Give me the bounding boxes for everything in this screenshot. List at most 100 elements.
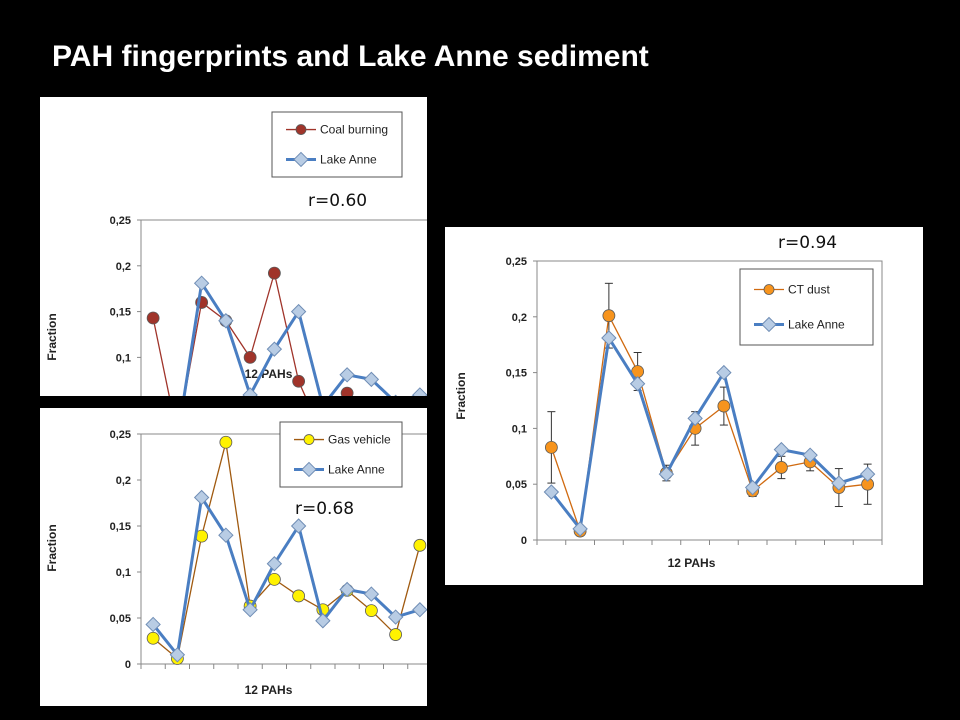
legend-label-lake-anne: Lake Anne <box>320 152 377 166</box>
data-point-lake-anne <box>266 556 283 572</box>
legend-label-coal-burning: Coal burning <box>320 123 388 137</box>
legend-marker-lake-anne <box>761 316 777 333</box>
data-point-gas-vehicle <box>364 604 378 618</box>
data-point-coal-burning <box>243 350 257 364</box>
y-tick-label: 0,2 <box>116 261 131 273</box>
data-point-coal-burning <box>267 266 281 280</box>
gas-vehicle-chart: 0 0,05 0,1 0,15 0,2 0,25 12 PAHs Fraction Gas ve… <box>45 421 427 697</box>
data-point-coal-burning <box>292 374 306 388</box>
y-tick-label: 0,2 <box>512 312 527 324</box>
legend-label-gas-vehicle: Gas vehicle <box>328 433 391 447</box>
data-point-lake-anne <box>831 475 847 491</box>
data-point-lake-anne <box>629 376 646 392</box>
data-point-lake-anne <box>339 367 355 383</box>
slide-title: PAH fingerprints and Lake Anne sediment <box>52 40 649 73</box>
data-point-lake-anne <box>315 613 331 629</box>
x-axis-label: 12 PAHs <box>245 683 293 697</box>
data-point-lake-anne <box>363 586 380 602</box>
y-tick-label: 0,15 <box>506 368 527 380</box>
series-line-lake-anne <box>182 281 421 396</box>
series-line-lake-anne <box>550 336 869 531</box>
data-point-ct-dust <box>717 399 731 413</box>
data-point-lake-anne <box>387 609 404 625</box>
legend-label-lake-anne: Lake Anne <box>328 462 385 476</box>
data-point-gas-vehicle <box>219 435 233 449</box>
data-point-gas-vehicle <box>267 572 281 586</box>
data-point-lake-anne <box>802 447 818 463</box>
y-tick-label: 0 <box>521 535 527 547</box>
data-point-lake-anne <box>290 518 307 534</box>
data-point-lake-anne <box>193 275 210 291</box>
correlation-annotation: r=0.68 <box>295 499 354 519</box>
data-point-gas-vehicle <box>389 628 403 641</box>
y-tick-label: 0,15 <box>110 521 131 533</box>
data-point-lake-anne <box>601 330 617 346</box>
data-point-lake-anne <box>716 364 732 381</box>
data-point-ct-dust <box>774 461 788 474</box>
correlation-annotation: r=0.60 <box>308 191 367 211</box>
correlation-annotation: r=0.94 <box>778 233 837 253</box>
y-axis-label: Fraction <box>45 313 59 360</box>
y-tick-label: 0,2 <box>116 475 131 487</box>
data-point-coal-burning <box>146 311 160 325</box>
data-point-lake-anne <box>859 466 876 482</box>
x-axis-label: 12 PAHs <box>245 367 293 381</box>
data-point-gas-vehicle <box>146 631 160 645</box>
data-point-lake-anne <box>543 484 560 500</box>
legend-marker-gas-vehicle <box>303 434 315 445</box>
series-line-ct-dust <box>550 315 868 532</box>
series-line-lake-anne <box>151 495 421 657</box>
y-tick-label: 0,25 <box>110 215 131 227</box>
data-point-lake-anne <box>412 387 427 396</box>
y-axis-label: Fraction <box>454 372 468 419</box>
series-line-coal-burning <box>152 272 351 396</box>
y-tick-label: 0,05 <box>110 613 131 625</box>
data-point-lake-anne <box>687 410 703 427</box>
data-point-lake-anne <box>169 647 186 663</box>
y-tick-label: 0,1 <box>512 423 527 435</box>
data-point-lake-anne <box>394 394 398 396</box>
y-tick-label: 0,05 <box>506 479 527 491</box>
data-point-lake-anne <box>290 303 307 320</box>
plot-area <box>140 219 427 396</box>
y-axis-label: Fraction <box>45 524 59 571</box>
legend: CT dust Lake Anne <box>739 268 874 346</box>
ct-dust-chart-panel: 0 0,05 0,1 0,15 0,2 0,25 12 PAHs Fraction CT dus… <box>445 227 923 585</box>
data-point-gas-vehicle <box>413 538 427 552</box>
data-point-lake-anne <box>242 602 258 618</box>
data-point-lake-anne <box>744 479 761 496</box>
legend: Gas vehicle Lake Anne <box>279 421 403 488</box>
y-tick-label: 0,15 <box>110 307 131 319</box>
data-point-lake-anne <box>266 341 283 357</box>
data-point-lake-anne <box>218 313 234 329</box>
ct-dust-chart: 0 0,05 0,1 0,15 0,2 0,25 12 PAHs Fraction CT dus… <box>454 233 883 570</box>
y-tick-label: 0 <box>125 659 131 671</box>
legend-label-lake-anne: Lake Anne <box>788 317 845 331</box>
legend-marker-ct-dust <box>763 284 775 295</box>
data-point-gas-vehicle <box>292 589 306 603</box>
data-point-lake-anne <box>773 441 790 458</box>
gas-vehicle-chart-panel: 0 0,05 0,1 0,15 0,2 0,25 12 PAHs Fraction Gas ve… <box>40 408 427 706</box>
data-point-lake-anne <box>242 387 258 396</box>
data-point-lake-anne <box>658 466 675 482</box>
data-point-lake-anne <box>339 581 355 598</box>
y-tick-label: 0,25 <box>110 429 131 441</box>
series-lake-anne <box>543 330 876 537</box>
legend: Coal burning Lake Anne <box>271 111 403 178</box>
x-axis-label: 12 PAHs <box>668 556 716 570</box>
data-point-lake-anne <box>193 489 210 506</box>
series-lake-anne <box>145 489 427 663</box>
data-point-lake-anne <box>412 602 427 618</box>
y-tick-label: 0,1 <box>116 567 131 579</box>
legend-marker-lake-anne <box>301 461 317 478</box>
data-point-lake-anne <box>218 527 234 543</box>
series-lake-anne <box>182 275 427 396</box>
legend-label-ct-dust: CT dust <box>788 283 830 297</box>
data-point-ct-dust <box>544 440 558 454</box>
legend-marker-coal-burning <box>295 124 307 135</box>
data-point-coal-burning <box>340 386 354 396</box>
y-tick-label: 0,25 <box>506 256 527 268</box>
data-point-lake-anne <box>145 616 161 633</box>
